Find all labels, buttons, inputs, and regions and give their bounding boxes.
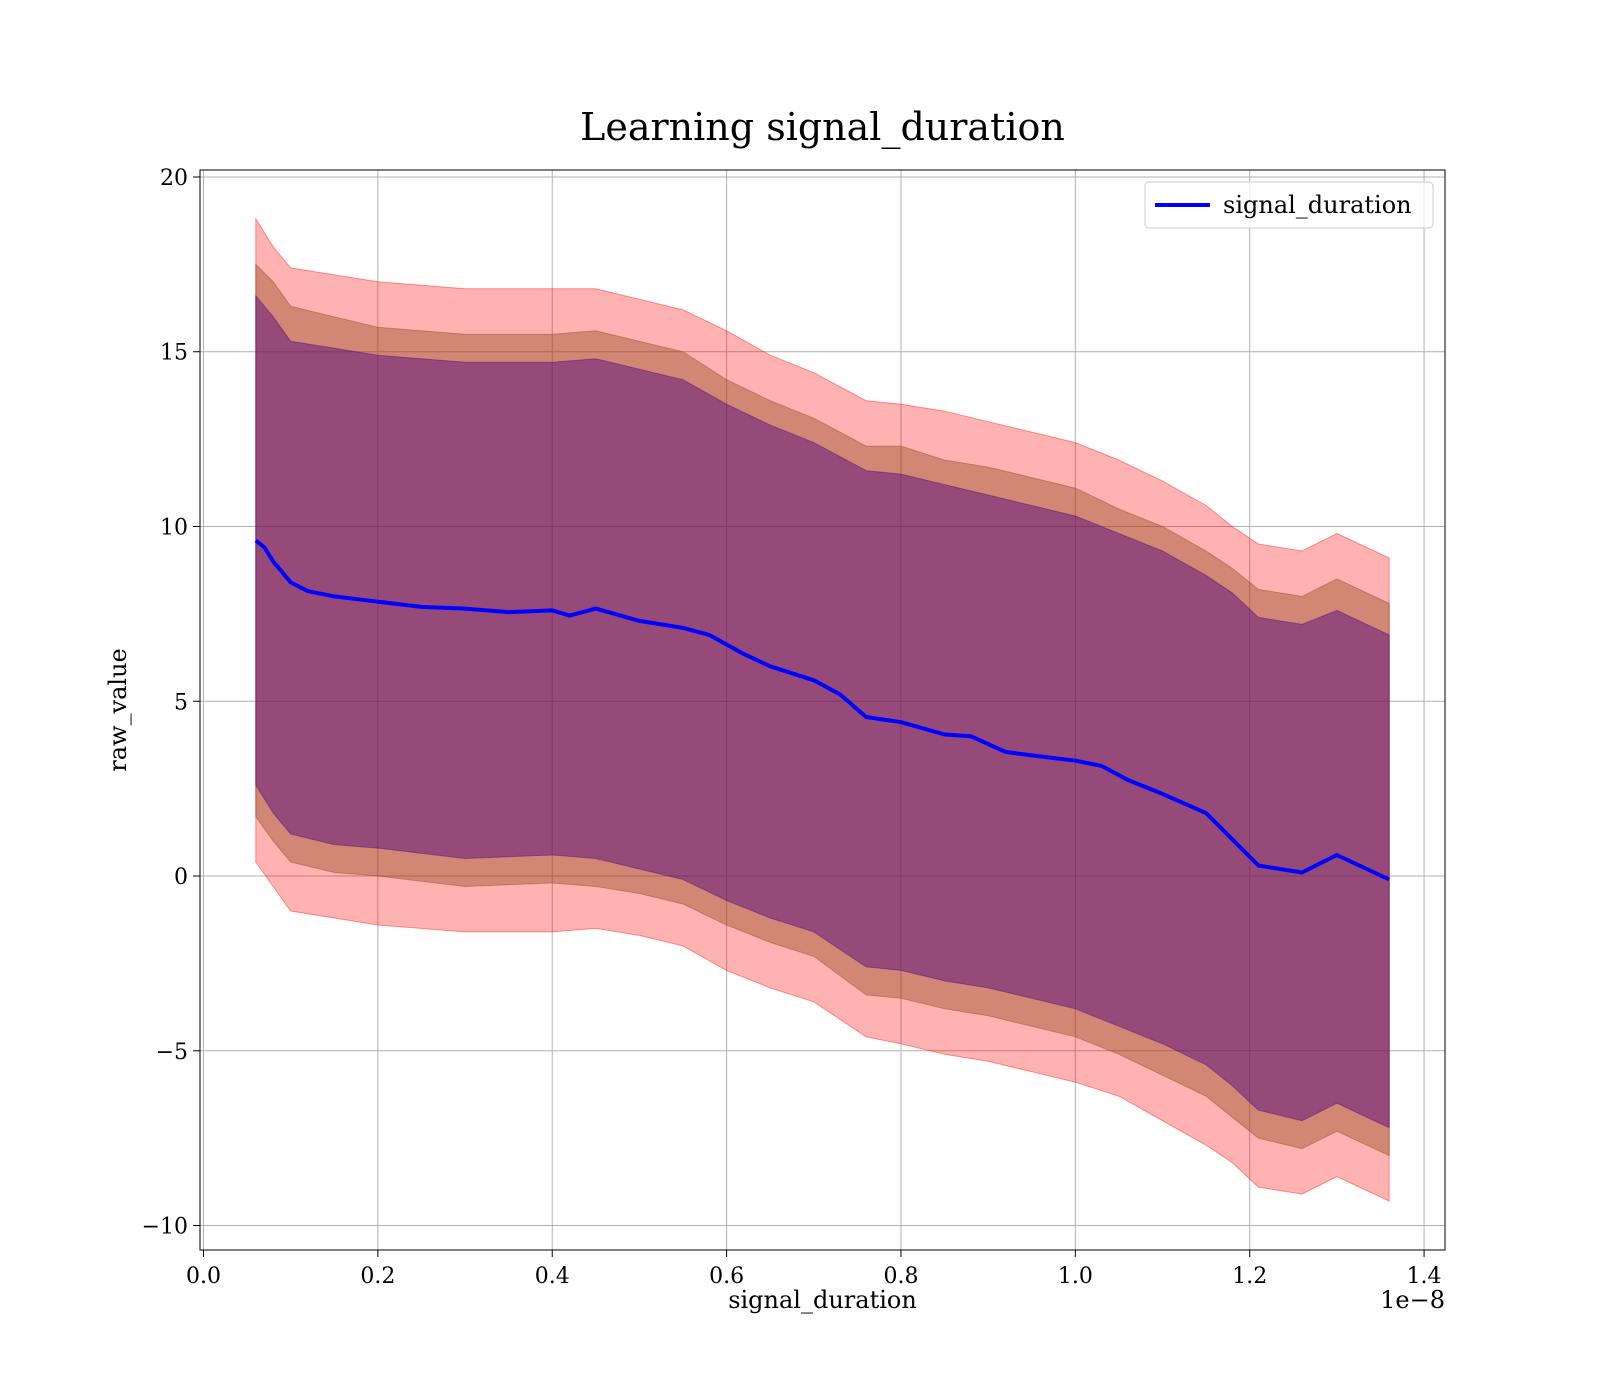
plot-frame	[199, 169, 1446, 1251]
x-tick-label: 1.4	[1407, 1264, 1442, 1289]
y-axis-ticks: −10 −5 0 5 10 15 20	[142, 166, 200, 1240]
y-axis-label: raw_value	[104, 648, 132, 772]
chart-title: Learning signal_duration	[580, 105, 1065, 150]
y-tick-label: −5	[156, 1040, 188, 1065]
y-tick-label: 10	[160, 516, 188, 541]
x-tick-label: 0.4	[535, 1264, 570, 1289]
grid-lines	[200, 170, 1445, 1250]
band-2	[255, 294, 1390, 1129]
band-0	[255, 217, 1390, 1202]
y-tick-label: −10	[142, 1215, 188, 1240]
band-1	[255, 263, 1390, 1157]
y-tick-label: 20	[160, 166, 188, 191]
confidence-bands	[255, 217, 1390, 1202]
x-tick-label: 0.6	[709, 1264, 744, 1289]
legend: signal_duration	[1144, 181, 1434, 229]
legend-label: signal_duration	[1223, 191, 1412, 219]
legend-box	[1144, 181, 1434, 229]
x-axis-offset-label: 1e−8	[1380, 1286, 1445, 1314]
x-tick-label: 0.0	[186, 1264, 221, 1289]
x-tick-label: 1.2	[1232, 1264, 1267, 1289]
x-tick-label: 1.0	[1058, 1264, 1093, 1289]
y-tick-label: 0	[174, 865, 188, 890]
x-tick-label: 0.8	[883, 1264, 918, 1289]
x-axis-label: signal_duration	[728, 1286, 917, 1314]
x-tick-label: 0.2	[360, 1264, 395, 1289]
y-tick-label: 15	[160, 341, 188, 366]
x-axis-ticks: 0.0 0.2 0.4 0.6 0.8 1.0 1.2 1.4	[186, 1250, 1442, 1289]
series-line	[254, 538, 1391, 882]
y-tick-label: 5	[174, 690, 188, 715]
